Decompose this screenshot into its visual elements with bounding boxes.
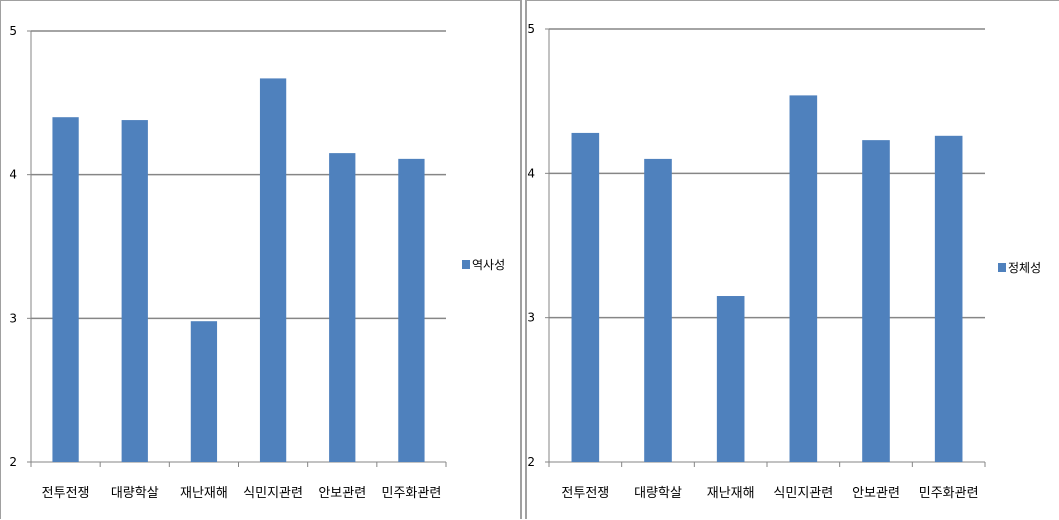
bar — [644, 158, 672, 462]
bar — [789, 95, 818, 462]
bar — [190, 321, 218, 462]
y-tick-label: 3 — [527, 311, 535, 325]
category-label: 대량학살 — [634, 486, 682, 501]
category-label: 민주화관련 — [919, 486, 979, 501]
bar — [716, 296, 745, 462]
bar — [862, 140, 890, 463]
legend-label: 역사성 — [472, 258, 505, 272]
category-label: 전투전쟁 — [42, 486, 90, 501]
category-label: 안보관련 — [852, 486, 900, 501]
chart-panel-identity: 2 3 4 5 전투전쟁 대량학살 재난재해 식민지관련 안보관련 민주화관련 정체성 — [525, 0, 1059, 519]
bar — [329, 153, 356, 462]
category-label: 안보관련 — [318, 486, 366, 501]
bar — [259, 78, 287, 462]
y-tick-label: 2 — [9, 455, 17, 469]
y-tick-label: 5 — [527, 22, 535, 36]
category-label: 재난재해 — [707, 486, 755, 501]
category-label: 재난재해 — [180, 486, 228, 501]
category-label: 전투전쟁 — [561, 486, 609, 501]
legend-swatch — [462, 260, 470, 269]
y-tick-label: 3 — [9, 311, 17, 325]
bar — [52, 117, 79, 462]
y-tick-label: 4 — [527, 166, 535, 180]
legend-label: 정체성 — [1008, 261, 1041, 275]
bar — [571, 132, 600, 463]
category-label: 대량학살 — [111, 486, 159, 501]
category-label: 식민지관련 — [243, 486, 303, 501]
y-tick-label: 4 — [9, 168, 17, 182]
bar — [934, 135, 963, 462]
y-tick-label: 2 — [527, 455, 535, 469]
category-label: 민주화관련 — [382, 486, 442, 501]
bar — [121, 120, 148, 462]
legend-swatch — [998, 263, 1006, 272]
bar-chart-historicity: 2 3 4 5 전투전쟁 대량학살 재난재해 식민지관련 안보관련 민주화관련 역사성 — [9, 24, 505, 501]
bar-chart-identity: 2 3 4 5 전투전쟁 대량학살 재난재해 식민지관련 안보관련 민주화관련 정체성 — [527, 22, 1041, 501]
y-tick-label: 5 — [9, 24, 17, 38]
bar — [398, 158, 425, 462]
chart-panel-historicity: 2 3 4 5 전투전쟁 대량학살 재난재해 식민지관련 안보관련 민주화관련 역사성 — [0, 0, 522, 519]
category-label: 식민지관련 — [773, 486, 833, 501]
